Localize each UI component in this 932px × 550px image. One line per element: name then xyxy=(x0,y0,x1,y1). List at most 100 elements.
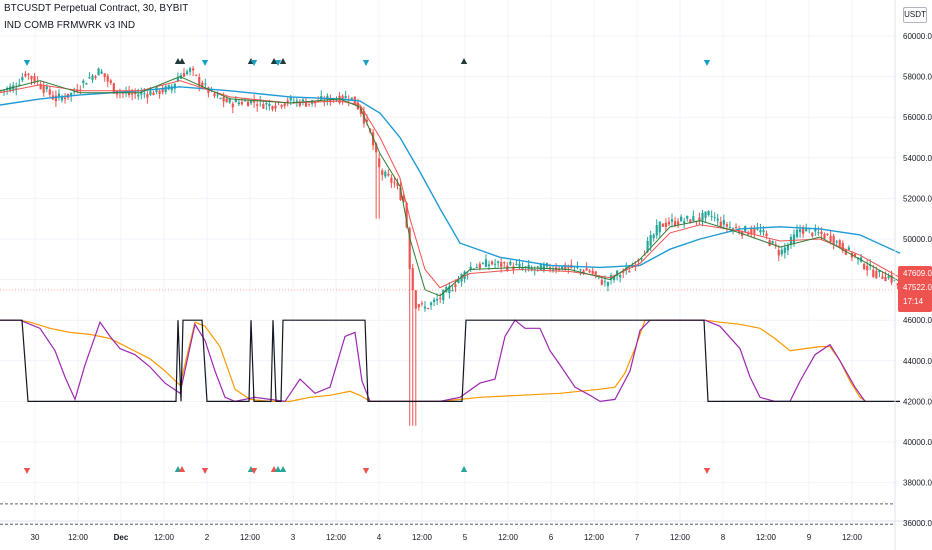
candle-body xyxy=(683,221,686,224)
candle-body xyxy=(536,266,539,268)
candle-body xyxy=(341,95,344,101)
candle-body xyxy=(799,229,802,233)
candle-body xyxy=(243,100,247,102)
candle-body xyxy=(402,195,405,202)
time-tick-label: 12:00 xyxy=(498,533,519,542)
candle-body xyxy=(97,68,100,76)
candle-body xyxy=(463,271,466,280)
signal-marker-bottom xyxy=(703,468,711,474)
time-tick-label: Dec xyxy=(114,533,129,542)
candle-body xyxy=(189,68,192,72)
candle-body xyxy=(433,299,436,303)
time-tick-label: 8 xyxy=(721,533,726,542)
candle-body xyxy=(878,269,881,273)
candle-body xyxy=(39,84,42,90)
candle-body xyxy=(48,89,51,95)
candle-body xyxy=(436,299,439,301)
candle-body xyxy=(817,232,820,234)
candle-body xyxy=(335,99,338,101)
candle-body xyxy=(33,75,36,83)
candle-body xyxy=(664,222,667,227)
candle-body xyxy=(765,233,768,237)
candle-body xyxy=(634,265,637,268)
candle-body xyxy=(185,71,189,75)
candle-body xyxy=(18,84,21,86)
time-tick-label: 12:00 xyxy=(670,533,691,542)
indicator-name[interactable]: IND COMB FRMWRK v3 IND xyxy=(4,20,136,31)
candle-body xyxy=(500,262,503,267)
candle-body xyxy=(527,264,530,270)
candle-body xyxy=(539,263,542,271)
candle-body xyxy=(280,105,283,107)
candle-body xyxy=(396,182,399,186)
candle-body xyxy=(393,182,396,184)
candle-body xyxy=(826,233,829,235)
candle-body xyxy=(91,75,94,80)
signal-marker-bottom xyxy=(362,468,370,474)
candle-body xyxy=(70,92,73,96)
candle-body xyxy=(716,218,719,221)
price-tick-label: 36000.0 xyxy=(903,519,932,528)
candle-body xyxy=(686,215,689,219)
candle-body xyxy=(738,230,741,233)
candle-body xyxy=(152,92,155,96)
candle-body xyxy=(250,99,253,104)
candle-body xyxy=(216,94,219,96)
candle-body xyxy=(829,235,832,242)
candle-body xyxy=(182,73,186,77)
price-tick-label: 52000.0 xyxy=(903,194,932,203)
candle-body xyxy=(567,266,570,268)
candle-body xyxy=(490,261,494,265)
signal-marker-bottom xyxy=(279,466,287,472)
candle-body xyxy=(795,230,799,238)
candle-body xyxy=(219,98,222,100)
candle-body xyxy=(417,304,420,308)
candle-body xyxy=(677,221,680,225)
candle-body xyxy=(423,306,427,309)
candle-body xyxy=(350,97,353,100)
candle-body xyxy=(585,268,588,271)
candle-body xyxy=(494,263,497,265)
candle-body xyxy=(503,262,506,264)
candle-body xyxy=(588,270,591,273)
candle-body xyxy=(646,241,649,252)
time-tick-label: 12:00 xyxy=(240,533,261,542)
signal-marker-top xyxy=(703,60,711,66)
candle-body xyxy=(872,269,875,277)
candle-body xyxy=(63,97,67,100)
signal-black-line xyxy=(0,319,900,402)
candle-body xyxy=(57,93,61,97)
moving-average-lines xyxy=(0,76,901,297)
price-axis[interactable]: 60000.0 58000.0 56000.0 54000.0 52000.0 50000… xyxy=(903,32,932,550)
candle-body xyxy=(832,235,835,245)
ema-mid-line xyxy=(0,80,901,289)
chart-title: BTCUSDT Perpetual Contract, 30, BYBIT xyxy=(4,3,189,14)
candle-body xyxy=(201,82,204,88)
candle-body xyxy=(262,104,265,109)
candle-body xyxy=(408,228,411,270)
currency-button[interactable]: USDT xyxy=(903,7,927,23)
candle-body xyxy=(670,219,674,222)
candle-body xyxy=(289,97,292,101)
candle-body xyxy=(484,259,488,267)
candle-body xyxy=(378,158,381,168)
signal-marker-bottom xyxy=(274,466,282,472)
last-price-tag-text: 47522.0 xyxy=(903,283,932,292)
candle-body xyxy=(213,93,216,96)
candle-body xyxy=(551,269,555,271)
candle-body xyxy=(222,97,225,102)
candle-body xyxy=(771,241,774,244)
candle-body xyxy=(719,221,722,227)
time-axis[interactable]: 30 12:00 Dec 12:00 2 12:00 3 12:00 4 12:00 5 12:00 6… xyxy=(31,533,863,542)
signal-marker-top xyxy=(178,58,186,64)
dashed-level-lines xyxy=(0,503,895,525)
candle-body xyxy=(667,221,671,225)
candle-body xyxy=(73,91,76,93)
signal-marker-top xyxy=(250,60,258,66)
candle-body xyxy=(314,102,317,104)
candle-body xyxy=(198,76,201,86)
candle-body xyxy=(195,74,198,76)
candle-body xyxy=(85,83,88,85)
price-tick-label: 60000.0 xyxy=(903,32,932,41)
